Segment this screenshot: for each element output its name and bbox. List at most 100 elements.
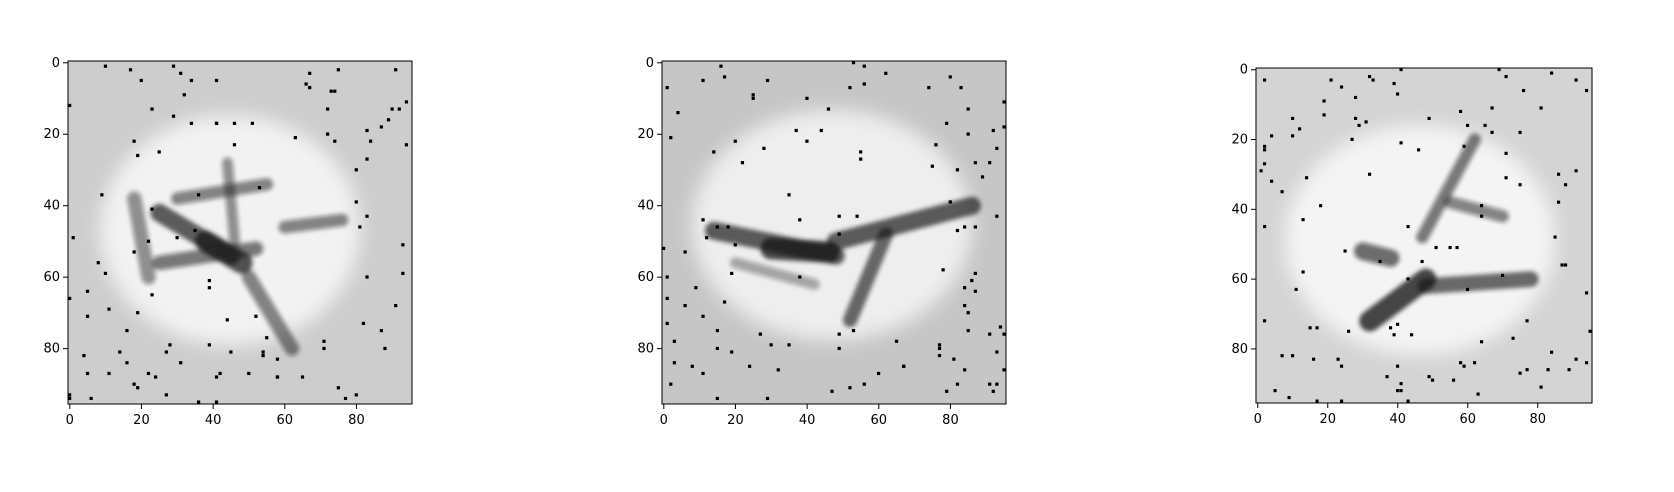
noise-pixel (232, 121, 237, 125)
noise-pixel (229, 350, 233, 354)
noise-pixel (966, 328, 970, 333)
noise-pixel (1483, 123, 1487, 127)
noise-pixel (862, 64, 866, 68)
noise-pixel (730, 350, 734, 354)
noise-pixel (973, 271, 977, 276)
noise-pixel (132, 382, 136, 386)
y-tick-label: 0 (1240, 63, 1248, 78)
noise-pixel (830, 389, 834, 393)
stroke-layer (127, 157, 349, 356)
noise-pixel (1567, 368, 1571, 372)
noise-pixel (740, 161, 745, 165)
noise-pixel (837, 214, 841, 218)
noise-pixels (1259, 68, 1592, 403)
noise-pixel (250, 121, 254, 125)
noise-pixel (379, 125, 383, 129)
noise-pixel (214, 78, 219, 83)
noise-pixel (701, 314, 705, 318)
noise-pixel (369, 139, 373, 143)
noise-pixel (1399, 389, 1403, 393)
noise-pixel (1522, 88, 1526, 93)
noise-pixel (963, 368, 967, 372)
noise-pixel (851, 328, 856, 333)
noise-pixel (1525, 319, 1529, 323)
x-tick-label: 20 (727, 413, 744, 428)
noise-pixel (275, 357, 280, 361)
noise-pixel (1340, 85, 1344, 89)
noise-pixel (182, 93, 186, 97)
noise-pixel (1385, 375, 1389, 379)
noise-pixel (232, 143, 237, 147)
noise-pixel (139, 78, 143, 83)
noise-pixel (1340, 399, 1344, 403)
noise-pixel (68, 296, 72, 301)
noise-pixel (128, 68, 133, 72)
x-axis: 0 20 40 60 80 (1254, 403, 1546, 427)
noise-pixel (179, 361, 183, 365)
noise-pixel (837, 232, 841, 236)
noise-pixel (1263, 148, 1267, 152)
noise-pixel (733, 243, 737, 247)
noise-pixel (71, 236, 75, 240)
noise-pixel (168, 343, 172, 347)
noise-pixel (665, 275, 669, 279)
noise-pixel (107, 371, 111, 376)
noise-pixel (715, 346, 719, 351)
noise-pixel (146, 239, 151, 243)
noise-pixel (197, 193, 201, 197)
noise-pixel (1392, 333, 1396, 337)
noise-pixel (787, 193, 791, 197)
noise-pixel (1525, 368, 1529, 372)
noise-pixel (1550, 350, 1554, 354)
noise-pixel (89, 396, 93, 401)
noise-pixel (988, 161, 992, 165)
noise-pixel (959, 86, 963, 90)
noise-pixel (214, 400, 219, 404)
noise-pixel (336, 386, 340, 390)
noise-pixel (164, 393, 168, 397)
noise-pixel (1308, 326, 1312, 330)
noise-pixel (945, 389, 949, 393)
noise-pixel (1340, 364, 1344, 368)
x-tick-label: 60 (1459, 412, 1476, 427)
noise-pixel (1476, 392, 1480, 396)
noise-pixel (988, 332, 992, 336)
noise-pixel (225, 318, 229, 322)
panel-1: 0 20 40 60 80 0 20 40 60 80 (43, 56, 413, 428)
noise-pixel (1417, 148, 1421, 152)
noise-pixel (254, 314, 258, 318)
noise-pixel (683, 250, 687, 254)
noise-pixel (193, 228, 197, 233)
noise-pixel (132, 250, 136, 254)
noise-pixel (937, 343, 942, 347)
noise-pixel (100, 193, 104, 197)
noise-pixel (1368, 172, 1372, 176)
noise-pixel (1585, 291, 1589, 295)
noise-pixel (966, 107, 970, 111)
noise-pixel (995, 146, 999, 150)
noise-pixel (819, 128, 823, 133)
noise-pixel (1480, 214, 1484, 218)
noise-pixel (365, 128, 369, 133)
y-tick-label: 80 (637, 342, 654, 357)
noise-pixels (68, 64, 409, 404)
noise-pixel (1396, 322, 1400, 326)
noise-pixel (1315, 399, 1319, 403)
noise-pixel (826, 107, 831, 111)
noise-pixel (171, 114, 176, 118)
noise-pixel (991, 389, 995, 393)
noise-pixel (672, 361, 676, 365)
y-axis: 0 20 40 60 80 (1231, 63, 1256, 357)
noise-pixel (1585, 88, 1589, 93)
noise-pixel (125, 328, 129, 333)
noise-pixel (1280, 354, 1284, 358)
noise-pixel (970, 278, 974, 283)
noise-pixel (1392, 81, 1396, 86)
noise-pixel (683, 303, 687, 308)
noise-pixel (189, 78, 194, 83)
noise-pixel (361, 321, 366, 326)
noise-pixel (164, 350, 168, 354)
noise-pixel (1406, 225, 1410, 229)
noise-pixel (662, 246, 666, 251)
noise-pixel (1501, 273, 1505, 278)
